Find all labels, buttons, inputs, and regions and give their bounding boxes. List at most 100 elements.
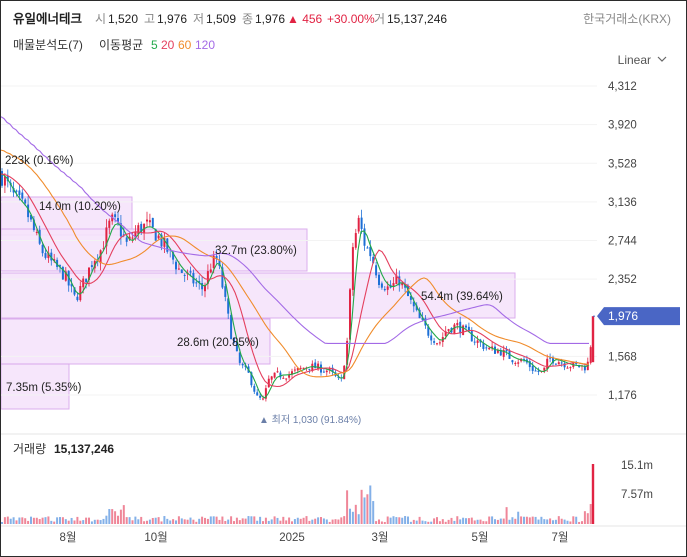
candle: [514, 361, 517, 367]
volume-bar: [346, 490, 349, 524]
volume-bar: [140, 516, 143, 524]
candle: [380, 281, 383, 290]
candle: [363, 223, 366, 251]
volume-bar: [415, 520, 418, 524]
volume-bar: [581, 521, 583, 524]
volume-bar: [117, 515, 119, 524]
price-grid: [1, 85, 597, 396]
candle: [235, 341, 238, 352]
ma-5-line: [1, 173, 590, 399]
volume-bar: [441, 519, 444, 524]
volume-bar: [267, 520, 270, 524]
volume-bar: [325, 519, 328, 524]
volume-bar: [227, 519, 230, 524]
volume-plot-area[interactable]: [1, 435, 597, 525]
volume-bar: [540, 516, 543, 524]
candle: [438, 339, 441, 346]
volume-bar: [543, 519, 546, 524]
volume-bar: [166, 518, 169, 524]
volume-profile-label[interactable]: 매물분석도(7): [13, 38, 83, 52]
volume-bar: [549, 518, 552, 524]
volume-bar: [566, 520, 569, 524]
volume-bar: [557, 516, 560, 524]
volume-bar: [491, 516, 494, 524]
candle: [531, 361, 534, 374]
chevron-down-icon[interactable]: [657, 56, 667, 62]
volume-profile-label: 7.35m (5.35%): [6, 382, 82, 394]
volume-bar: [302, 517, 305, 524]
volume-bar: [276, 517, 279, 524]
volume-bar: [517, 511, 520, 524]
candle: [569, 366, 572, 372]
moving-average-layer: [1, 116, 590, 399]
volume-bar: [99, 520, 102, 524]
volume-bar: [198, 518, 201, 524]
volume-bar: [47, 516, 50, 524]
volume-bar: [407, 516, 409, 524]
volume-bar: [27, 520, 30, 524]
volume-bar: [64, 519, 67, 524]
volume-bar: [111, 509, 114, 524]
volume-bar: [482, 521, 485, 524]
open-value: 1,520: [108, 12, 138, 26]
candle: [392, 277, 395, 291]
volume-bar: [221, 516, 224, 524]
volume-bar: [157, 517, 160, 524]
volume-profile-label: 32.7m (23.80%): [215, 245, 297, 257]
volume-bar: [467, 518, 470, 524]
volume-bar: [279, 520, 282, 524]
volume-bar: [3, 517, 6, 524]
candle: [566, 365, 569, 369]
scale-toggle[interactable]: Linear: [618, 53, 651, 67]
change-percent: +30.00%: [327, 12, 375, 26]
candle: [15, 189, 18, 197]
volume-bar: [372, 501, 375, 524]
candle: [485, 345, 488, 351]
volume-bar: [108, 509, 111, 524]
volume-bar: [465, 518, 467, 524]
volume-bar: [320, 517, 322, 524]
candle: [102, 241, 105, 250]
volume-bar: [148, 519, 151, 524]
candle: [557, 360, 560, 365]
volume-bar: [12, 517, 15, 524]
volume-tick-high: 15.1m: [621, 460, 653, 472]
volume-bar: [421, 520, 424, 524]
volume-bar: [375, 521, 378, 524]
current-price-tag: 1,976: [597, 307, 680, 326]
candle: [151, 217, 154, 229]
candle: [204, 282, 206, 298]
volume-profile-labels: 223k (0.16%) 14.0m (10.20%) 32.7m (23.80%)…: [5, 155, 503, 394]
candle: [488, 346, 491, 351]
volume-bar: [119, 509, 122, 524]
candle: [99, 249, 102, 271]
volume-bar: [395, 517, 398, 524]
volume-bar: [273, 516, 276, 524]
candle: [383, 286, 386, 292]
volume-bar: [476, 519, 479, 524]
candle: [256, 389, 259, 396]
stock-name: 유일에너테크: [13, 11, 83, 26]
volume-bar: [569, 521, 572, 524]
candle: [401, 280, 404, 289]
moving-average-label[interactable]: 이동평균: [99, 38, 143, 52]
volume-bar: [317, 517, 320, 524]
candle: [433, 337, 436, 346]
candle: [360, 209, 363, 234]
volume-bar: [343, 516, 346, 524]
volume-bar: [505, 507, 508, 524]
volume-bar: [195, 521, 198, 524]
candle: [496, 348, 499, 354]
volume-bar: [102, 518, 105, 524]
volume-bar: [134, 516, 137, 524]
candle: [331, 364, 334, 376]
candle: [230, 312, 233, 340]
volume-bar: [264, 517, 267, 524]
volume-bar: [41, 517, 44, 524]
volume-bar: [154, 517, 157, 524]
candle: [447, 328, 450, 333]
price-tick-label: 1,176: [608, 390, 637, 402]
candle: [183, 273, 186, 282]
volume-bar: [453, 520, 456, 524]
